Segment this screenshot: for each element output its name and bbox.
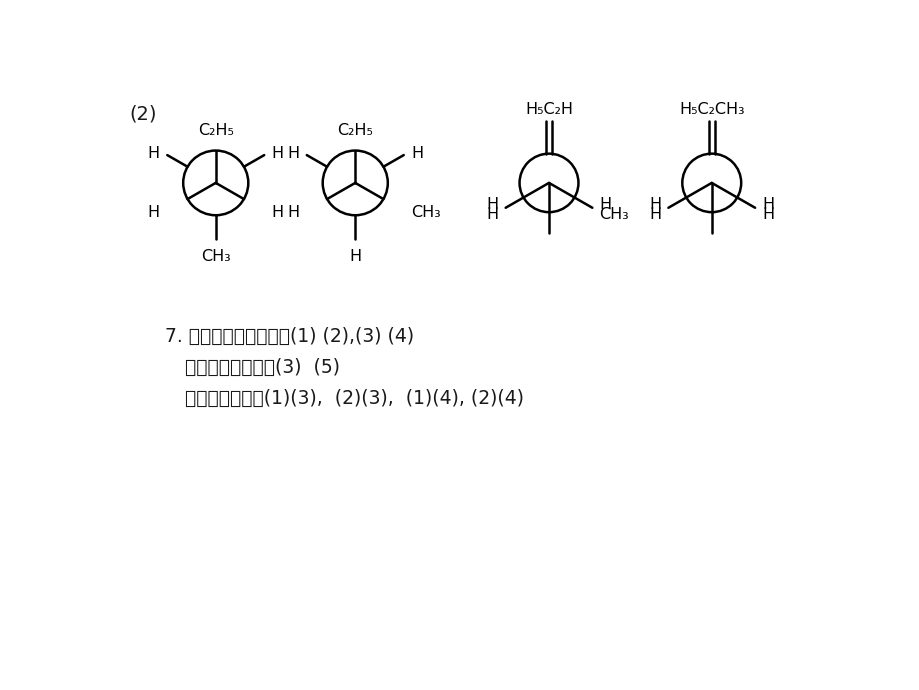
Text: H: H [486, 208, 498, 222]
Text: CH₃: CH₃ [598, 208, 629, 222]
Text: H₅C₂H: H₅C₂H [525, 101, 573, 117]
Text: H: H [649, 197, 661, 212]
Text: H: H [486, 197, 498, 212]
Text: H: H [761, 208, 773, 222]
Text: H: H [411, 146, 423, 161]
Text: H: H [649, 208, 661, 222]
Text: (2): (2) [129, 104, 156, 124]
Text: H: H [148, 205, 160, 220]
Text: H: H [349, 249, 361, 264]
Text: C₂H₅: C₂H₅ [337, 124, 373, 138]
Text: H: H [761, 197, 773, 212]
Text: CH₃: CH₃ [200, 249, 231, 264]
Text: H: H [287, 205, 299, 220]
Text: 属于同种物质的是(3)  (5): 属于同种物质的是(3) (5) [185, 358, 339, 377]
Text: H: H [287, 146, 299, 161]
Text: 7. 属于同分异构体的是(1) (2),(3) (4): 7. 属于同分异构体的是(1) (2),(3) (4) [165, 327, 414, 346]
Text: 属于同系物的是(1)(3),  (2)(3),  (1)(4), (2)(4): 属于同系物的是(1)(3), (2)(3), (1)(4), (2)(4) [185, 389, 523, 408]
Text: CH₃: CH₃ [411, 205, 440, 220]
Text: H: H [148, 146, 160, 161]
Text: H: H [271, 146, 284, 161]
Text: H: H [598, 197, 611, 212]
Text: C₂H₅: C₂H₅ [198, 124, 233, 138]
Text: H₅C₂CH₃: H₅C₂CH₃ [678, 101, 743, 117]
Text: H: H [271, 205, 284, 220]
